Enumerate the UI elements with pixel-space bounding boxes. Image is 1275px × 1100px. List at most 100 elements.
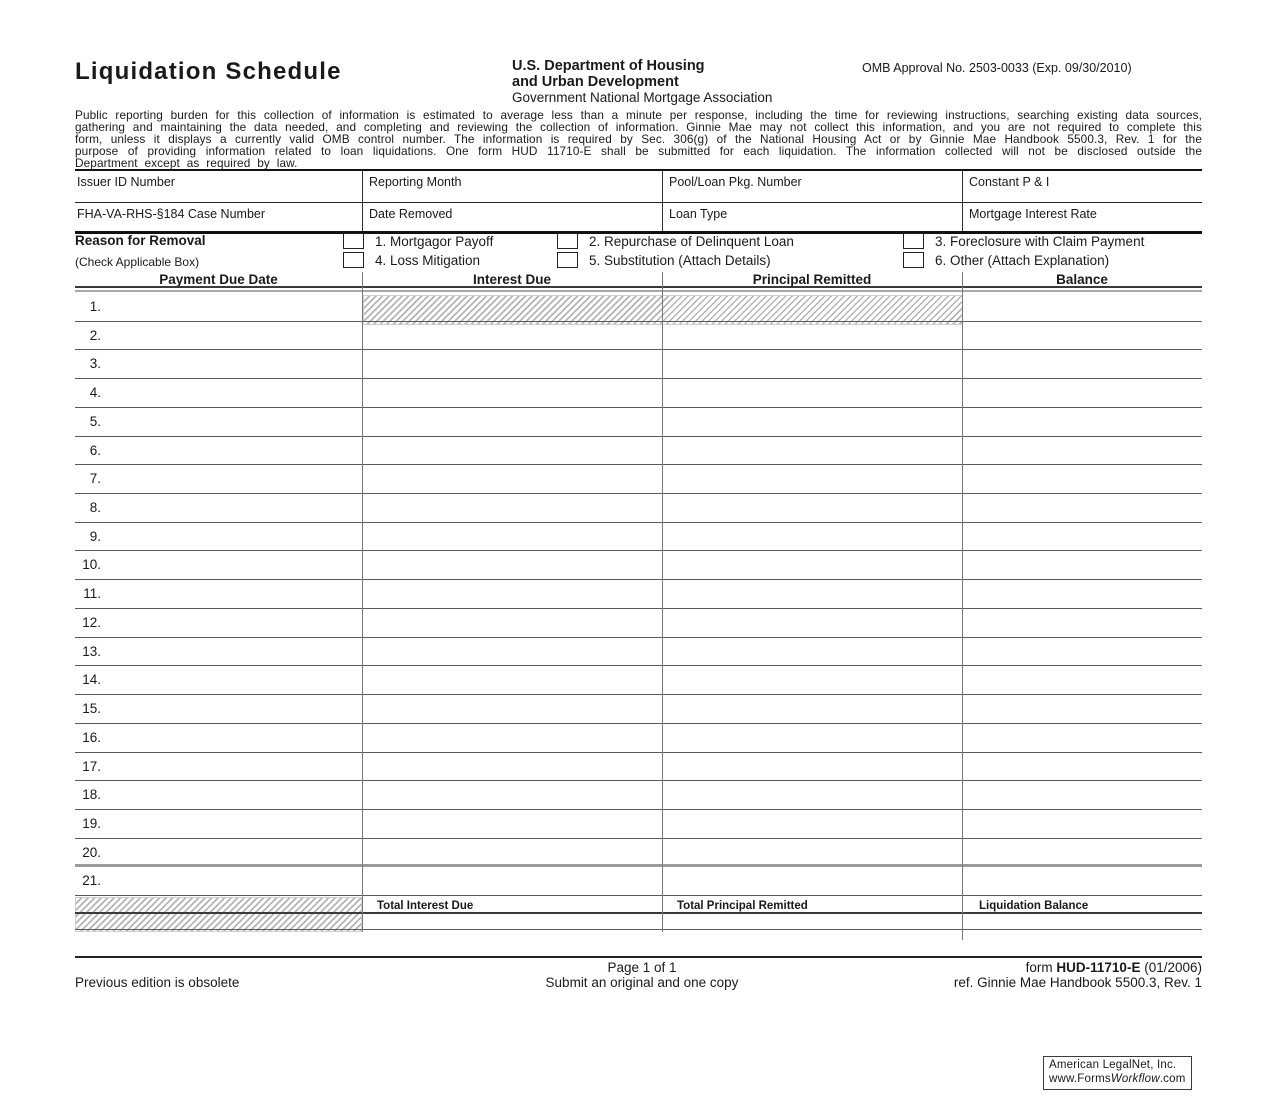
field-pool-loan-pkg-number[interactable]: Pool/Loan Pkg. Number: [662, 171, 962, 202]
table-row[interactable]: 17.: [75, 753, 1202, 782]
field-label: Issuer ID Number: [77, 175, 175, 189]
row-number: 8.: [89, 500, 101, 516]
table-row[interactable]: 19.: [75, 810, 1202, 839]
department-line3: Government National Mortgage Association: [512, 90, 773, 105]
legalnet-stamp: American LegalNet, Inc. www.FormsWorkflo…: [1043, 1056, 1192, 1090]
column-header-payment-due-date: Payment Due Date: [159, 272, 278, 287]
header-rule-gray: [75, 289, 1202, 292]
table-row[interactable]: 2.: [75, 322, 1202, 351]
field-constant-p-and-i[interactable]: Constant P & I: [962, 171, 1202, 202]
form-number-line: form HUD-11710-E (01/2006): [800, 960, 1202, 975]
column-divider: [962, 272, 963, 940]
option-label: 6. Other (Attach Explanation): [935, 253, 1110, 268]
field-loan-type[interactable]: Loan Type: [662, 202, 962, 231]
column-divider: [662, 272, 663, 932]
field-label: Constant P & I: [969, 175, 1050, 189]
row-number: 1.: [89, 299, 101, 314]
column-header-principal-remitted: Principal Remitted: [752, 272, 872, 287]
table-row[interactable]: 18.: [75, 781, 1202, 810]
table-row[interactable]: 9.: [75, 523, 1202, 552]
hatched-area-totals: [75, 897, 362, 932]
row-number: 21.: [82, 873, 101, 889]
page-title: Liquidation Schedule: [75, 58, 342, 85]
total-principal-remitted-label: Total Principal Remitted: [677, 900, 808, 912]
payment-schedule-table: Payment Due Date Interest Due Principal …: [75, 272, 1202, 944]
table-row[interactable]: 3.: [75, 350, 1202, 380]
checkbox-substitution[interactable]: [557, 252, 578, 268]
reason-option-2: 2. Repurchase of Delinquent Loan: [557, 233, 794, 249]
department-line1: U.S. Department of Housing: [512, 58, 705, 74]
option-label: 2. Repurchase of Delinquent Loan: [589, 234, 794, 249]
url-suffix: .com: [1159, 1072, 1186, 1085]
row-number: 3.: [89, 356, 101, 372]
row-number: 5.: [89, 413, 101, 429]
header-rule-dark: [75, 286, 1202, 288]
table-row[interactable]: 4.: [75, 379, 1202, 408]
table-row[interactable]: 15.: [75, 695, 1202, 724]
reason-option-6: 6. Other (Attach Explanation): [903, 252, 1109, 268]
legalnet-company: American LegalNet, Inc.: [1049, 1059, 1177, 1071]
table-row[interactable]: 7.: [75, 465, 1202, 495]
row-number: 7.: [89, 471, 101, 487]
field-reporting-month[interactable]: Reporting Month: [362, 171, 662, 202]
table-row[interactable]: 5.: [75, 408, 1202, 437]
department-block: U.S. Department of Housing and Urban Dev…: [512, 58, 773, 106]
row-number: 10.: [82, 557, 101, 573]
table-row[interactable]: 6.: [75, 437, 1202, 466]
field-label: Pool/Loan Pkg. Number: [669, 175, 802, 189]
table-row[interactable]: 8.: [75, 494, 1202, 523]
column-divider: [362, 272, 363, 932]
option-label: 5. Substitution (Attach Details): [589, 253, 771, 268]
reason-option-5: 5. Substitution (Attach Details): [557, 252, 771, 268]
table-row[interactable]: 10.: [75, 551, 1202, 581]
burden-statement: Public reporting burden for this collect…: [75, 108, 1202, 170]
row-number: 6.: [89, 442, 101, 458]
page-count: Page 1 of 1: [607, 960, 677, 975]
liquidation-balance-label: Liquidation Balance: [979, 900, 1089, 912]
table-row[interactable]: 16.: [75, 724, 1202, 753]
form-number: HUD-11710-E: [1056, 960, 1141, 975]
table-row[interactable]: 11.: [75, 580, 1202, 609]
table-row[interactable]: 20.: [75, 839, 1202, 868]
checkbox-other[interactable]: [903, 252, 924, 268]
table-row[interactable]: 21.: [75, 867, 1202, 897]
table-rows: 1. 2. 3. 4. 5. 6. 7. 8. 9. 10. 11. 12. 1…: [75, 293, 1202, 897]
option-label: 4. Loss Mitigation: [375, 253, 481, 268]
column-header-balance: Balance: [1056, 272, 1108, 287]
row-number: 15.: [82, 701, 101, 717]
field-date-removed[interactable]: Date Removed: [362, 202, 662, 231]
url-workflow: Workflow: [1110, 1072, 1160, 1085]
reason-option-4: 4. Loss Mitigation: [343, 252, 480, 268]
table-row[interactable]: 13.: [75, 638, 1202, 667]
table-row[interactable]: 1.: [75, 293, 1202, 322]
row-number: 17.: [82, 758, 101, 774]
row-number: 14.: [82, 672, 101, 688]
submit-instruction: Submit an original and one copy: [545, 975, 739, 990]
checkbox-foreclosure-claim-payment[interactable]: [903, 233, 924, 249]
url-prefix: www.Forms: [1049, 1072, 1111, 1085]
total-interest-due-label: Total Interest Due: [377, 900, 474, 912]
checkbox-mortgagor-payoff[interactable]: [343, 233, 364, 249]
row-number: 13.: [82, 643, 101, 659]
row-number: 20.: [82, 844, 101, 860]
field-case-number[interactable]: FHA-VA-RHS-§184 Case Number: [75, 202, 362, 231]
row-number: 4.: [89, 385, 101, 401]
checkbox-loss-mitigation[interactable]: [343, 252, 364, 268]
option-label: 1. Mortgagor Payoff: [375, 234, 494, 249]
checkbox-repurchase-delinquent-loan[interactable]: [557, 233, 578, 249]
footer-center: Page 1 of 1 Submit an original and one c…: [450, 960, 834, 990]
row-number: 16.: [82, 729, 101, 745]
row-number: 12.: [82, 614, 101, 630]
table-row[interactable]: 14.: [75, 666, 1202, 696]
table-row[interactable]: 12.: [75, 609, 1202, 638]
field-mortgage-interest-rate[interactable]: Mortgage Interest Rate: [962, 202, 1202, 231]
field-label: Reporting Month: [369, 175, 462, 189]
footer-right: form HUD-11710-E (01/2006) ref. Ginnie M…: [800, 960, 1202, 990]
row-number: 19.: [82, 815, 101, 831]
reason-option-3: 3. Foreclosure with Claim Payment: [903, 233, 1144, 249]
footer-rule: [75, 956, 1202, 958]
field-issuer-id-number[interactable]: Issuer ID Number: [75, 171, 362, 202]
form-fields-table: Issuer ID Number Reporting Month Pool/Lo…: [75, 169, 1202, 234]
legalnet-url: www.FormsWorkflow.com: [1049, 1073, 1191, 1087]
handbook-reference: ref. Ginnie Mae Handbook 5500.3, Rev. 1: [953, 975, 1202, 990]
